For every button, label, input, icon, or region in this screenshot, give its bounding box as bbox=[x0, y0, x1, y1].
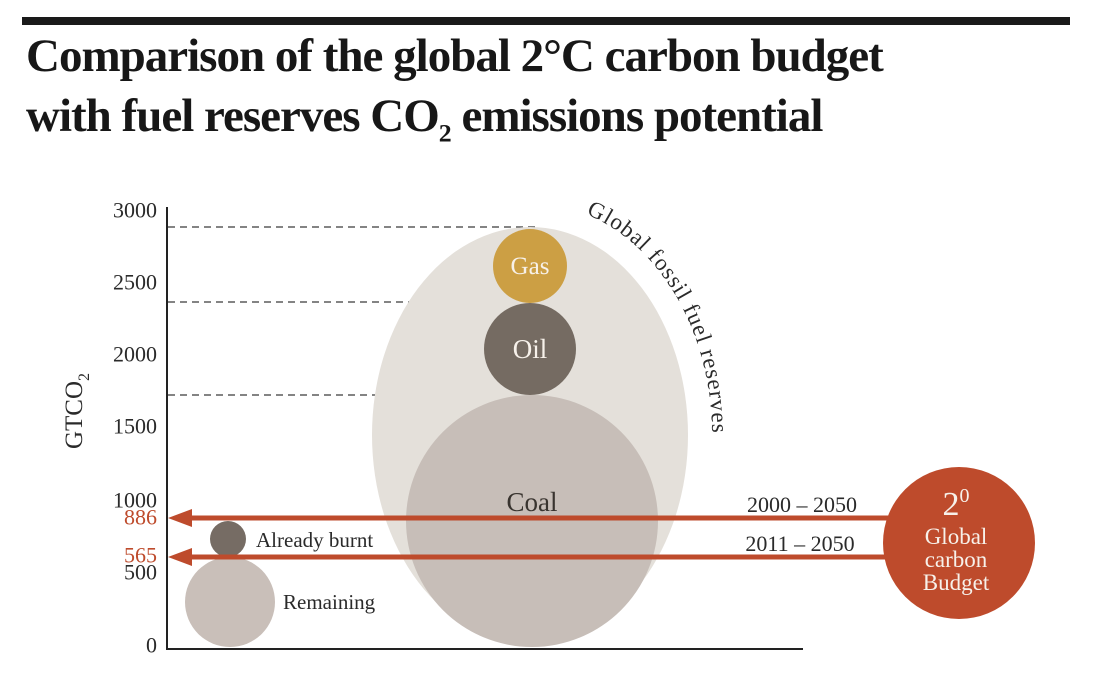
ytick-2500: 2500 bbox=[113, 270, 157, 295]
oil-circle bbox=[484, 303, 576, 395]
y-axis-label-base: GTCO bbox=[61, 381, 88, 449]
gas-label: Gas bbox=[511, 253, 550, 280]
budget-temp-base: 2 bbox=[943, 486, 960, 523]
page-title: Comparison of the global 2°C carbon budg… bbox=[26, 26, 884, 148]
already-burnt-label: Already burnt bbox=[256, 528, 373, 552]
y-axis-label-subscript: 2 bbox=[76, 373, 93, 381]
remaining-label: Remaining bbox=[283, 590, 376, 614]
oil-label: Oil bbox=[513, 334, 548, 364]
arrowhead-886 bbox=[168, 509, 192, 527]
title-rule bbox=[22, 17, 1070, 25]
period-label-2000-2050: 2000 – 2050 bbox=[747, 492, 857, 517]
ytick-565: 565 bbox=[124, 543, 157, 568]
budget-circle bbox=[883, 467, 1035, 619]
page-title-co2-subscript: 2 bbox=[438, 118, 452, 148]
ytick-886: 886 bbox=[124, 505, 157, 530]
period-label-2011-2050: 2011 – 2050 bbox=[745, 531, 854, 556]
page-title-line1: Comparison of the global 2°C carbon budg… bbox=[26, 30, 884, 82]
budget-label-line2: carbon bbox=[925, 547, 988, 572]
budget-temp-superscript: 0 bbox=[960, 485, 970, 507]
y-axis-label: GTCO2 bbox=[61, 373, 93, 449]
remaining-circle bbox=[185, 557, 275, 647]
budget-label-line3: Budget bbox=[923, 570, 990, 595]
ytick-3000: 3000 bbox=[113, 198, 157, 223]
ytick-0: 0 bbox=[146, 633, 157, 658]
coal-label: Coal bbox=[507, 487, 558, 517]
ytick-500: 500 bbox=[124, 560, 157, 585]
ytick-1500: 1500 bbox=[113, 414, 157, 439]
gas-circle bbox=[493, 229, 567, 303]
ytick-2000: 2000 bbox=[113, 342, 157, 367]
already-burnt-circle bbox=[210, 521, 246, 557]
budget-temp: 20 bbox=[943, 485, 970, 523]
arrowhead-565 bbox=[168, 548, 192, 566]
page-title-line2-end: emissions potential bbox=[450, 90, 823, 142]
budget-label-line1: Global bbox=[925, 524, 988, 549]
page-title-line2: with fuel reserves CO bbox=[26, 90, 440, 142]
ytick-1000: 1000 bbox=[113, 488, 157, 513]
coal-circle bbox=[406, 395, 658, 647]
